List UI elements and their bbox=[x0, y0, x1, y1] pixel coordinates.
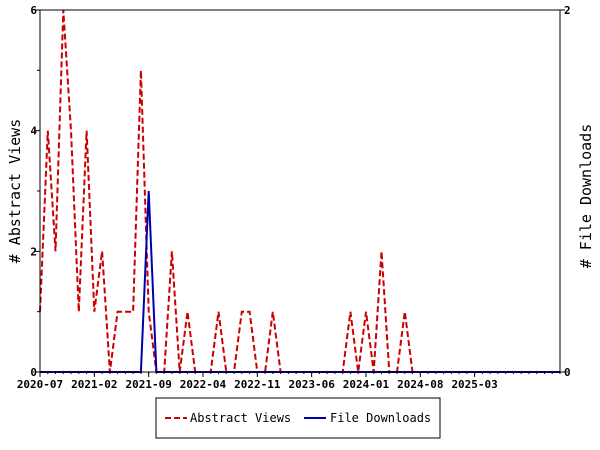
y-right-tick-label: 0 bbox=[564, 366, 571, 379]
x-tick-label: 2024-01 bbox=[343, 378, 390, 391]
y-right-tick-label: 2 bbox=[564, 4, 571, 17]
x-tick-label: 2022-11 bbox=[234, 378, 281, 391]
x-tick-label: 2020-07 bbox=[17, 378, 63, 391]
y-left-tick-label: 6 bbox=[30, 4, 37, 17]
x-axis: 2020-07 2021-02 2021-09 2022-04 2022-11 2023-… bbox=[17, 372, 561, 391]
y-left-tick-label: 0 bbox=[30, 366, 37, 379]
x-tick-label: 2021-02 bbox=[71, 378, 117, 391]
y-left-axis: 0 2 4 6 bbox=[30, 4, 40, 379]
legend-label-file-downloads: File Downloads bbox=[330, 411, 431, 425]
y-left-tick-label: 4 bbox=[30, 125, 37, 138]
y-right-axis: 02 bbox=[560, 4, 571, 379]
y-right-axis-title: # File Downloads bbox=[577, 124, 595, 269]
x-tick-label: 2022-04 bbox=[180, 378, 227, 391]
legend-label-abstract-views: Abstract Views bbox=[190, 411, 291, 425]
y-left-axis-title: # Abstract Views bbox=[6, 119, 24, 264]
x-tick-label: 2025-03 bbox=[451, 378, 497, 391]
legend: Abstract Views File Downloads bbox=[155, 397, 441, 439]
x-tick-label: 2021-09 bbox=[125, 378, 171, 391]
x-tick-label: 2024-08 bbox=[397, 378, 443, 391]
plot-area bbox=[40, 10, 560, 372]
x-tick-label: 2023-06 bbox=[288, 378, 335, 391]
legend-box bbox=[155, 397, 441, 439]
y-left-tick-label: 2 bbox=[30, 245, 37, 258]
